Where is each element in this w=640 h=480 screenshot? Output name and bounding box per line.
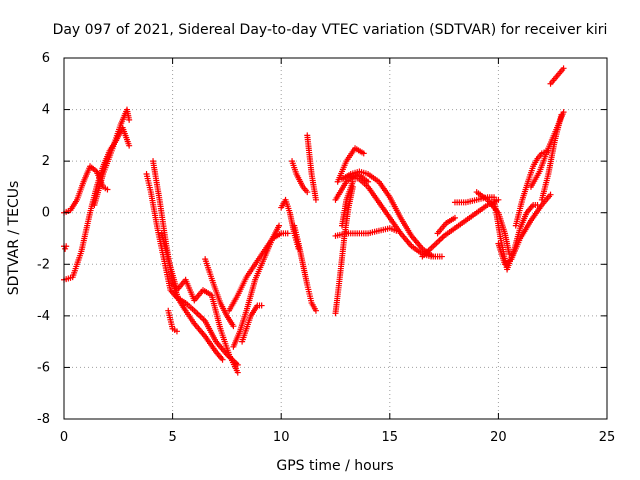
data-point bbox=[393, 227, 400, 234]
data-point bbox=[360, 150, 367, 157]
data-point bbox=[312, 307, 319, 314]
x-tick-label: 20 bbox=[490, 430, 507, 445]
x-axis-label: GPS time / hours bbox=[276, 458, 393, 474]
data-point bbox=[438, 253, 445, 260]
y-axis-label: SDTVAR / TECUs bbox=[6, 181, 22, 296]
data-point bbox=[258, 302, 265, 309]
data-point bbox=[365, 178, 372, 185]
y-tick-label: -4 bbox=[37, 309, 50, 324]
x-tick-label: 0 bbox=[60, 430, 68, 445]
y-tick-label: -6 bbox=[37, 360, 50, 375]
data-point bbox=[126, 142, 133, 149]
y-tick-label: -8 bbox=[37, 412, 50, 427]
y-tick-label: 4 bbox=[42, 103, 50, 118]
data-point bbox=[428, 253, 435, 260]
x-tick-label: 10 bbox=[273, 430, 290, 445]
data-point bbox=[304, 189, 311, 196]
x-axis-ticks: 0 5 10 15 20 25 bbox=[60, 58, 615, 445]
x-tick-label: 15 bbox=[382, 430, 399, 445]
y-tick-label: -2 bbox=[37, 257, 50, 272]
data-points bbox=[61, 65, 567, 376]
y-tick-label: 6 bbox=[42, 51, 50, 66]
data-point bbox=[126, 116, 133, 123]
data-point bbox=[312, 196, 319, 203]
chart-title: Day 097 of 2021, Sidereal Day-to-day VTE… bbox=[53, 22, 608, 38]
data-point bbox=[451, 214, 458, 221]
data-point bbox=[276, 222, 283, 229]
data-point bbox=[547, 191, 554, 198]
x-tick-label: 5 bbox=[168, 430, 176, 445]
y-tick-label: 2 bbox=[42, 154, 50, 169]
data-point bbox=[234, 369, 241, 376]
plot-frame bbox=[63, 57, 608, 420]
data-point bbox=[558, 111, 565, 118]
data-point bbox=[560, 65, 567, 72]
y-axis-ticks: -8 -6 -4 -2 0 2 4 6 bbox=[37, 51, 607, 427]
data-point bbox=[104, 186, 111, 193]
y-tick-label: 0 bbox=[42, 206, 50, 221]
data-point bbox=[230, 323, 237, 330]
data-point bbox=[284, 230, 291, 237]
x-tick-label: 25 bbox=[599, 430, 616, 445]
data-point bbox=[219, 356, 226, 363]
data-point bbox=[173, 328, 180, 335]
